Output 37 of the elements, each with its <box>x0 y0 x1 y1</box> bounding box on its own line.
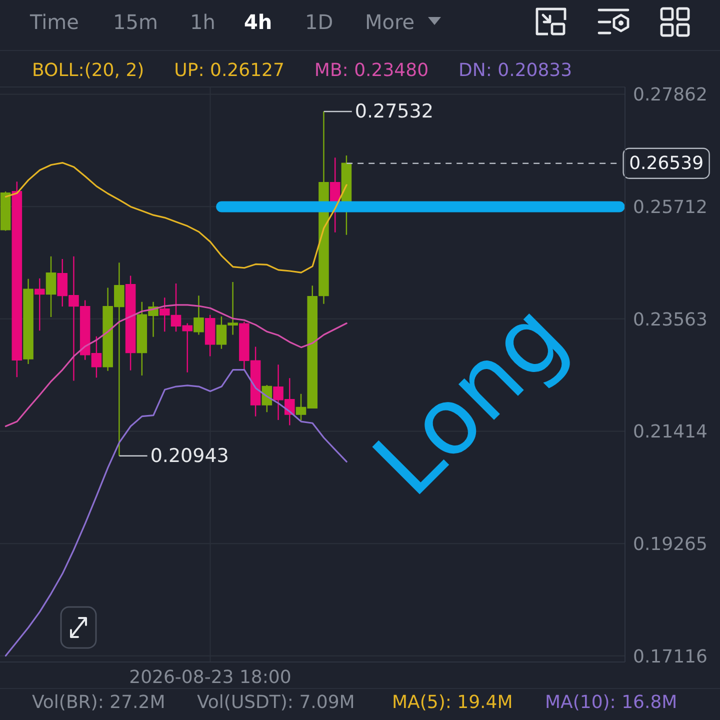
text: 4h <box>244 9 272 35</box>
text: Vol(USDT): 7.09M <box>197 692 355 714</box>
text: 1h <box>190 9 216 35</box>
text: Time <box>30 9 79 35</box>
text: 15m <box>113 9 158 35</box>
text: Vol(BR): 27.2M <box>32 692 166 714</box>
ref-line-label: 0.26539 <box>629 152 704 174</box>
text: DN: 0.20833 <box>458 59 572 83</box>
line-series <box>4 368 348 657</box>
text: More <box>365 9 415 35</box>
text: MA(10): 16.8M <box>545 692 678 714</box>
y-tick-label: 0.19265 <box>633 534 708 555</box>
text: MB: 0.23480 <box>314 59 429 83</box>
candlestick <box>194 294 204 336</box>
y-tick-label: 0.27862 <box>633 84 708 106</box>
y-tick-label: 0.25712 <box>633 196 708 218</box>
candlestick <box>0 190 11 232</box>
candlestick <box>34 278 45 332</box>
candlestick <box>204 314 216 357</box>
text: 1D <box>305 9 334 35</box>
y-tick-label: 0.17116 <box>633 646 708 668</box>
text: MA(5): 19.4M <box>392 692 513 714</box>
candlestick <box>23 278 34 365</box>
text: UP: 0.26127 <box>174 59 284 83</box>
legend-title: BOLL:(20, 2) <box>32 59 144 83</box>
candlestick <box>12 181 22 378</box>
candlestick <box>46 256 56 318</box>
line-series <box>4 162 348 274</box>
candlestick <box>125 275 136 371</box>
annotation: 0.27532 <box>354 100 434 122</box>
candlestick <box>341 154 352 236</box>
annotation: 0.20943 <box>150 444 229 467</box>
y-tick-label: 0.23563 <box>633 309 708 330</box>
y-tick-label: 0.21414 <box>633 422 708 443</box>
x-tick-label: 2026-08-23 18:00 <box>129 666 292 688</box>
line-series <box>4 304 348 428</box>
candlestick <box>330 156 340 233</box>
